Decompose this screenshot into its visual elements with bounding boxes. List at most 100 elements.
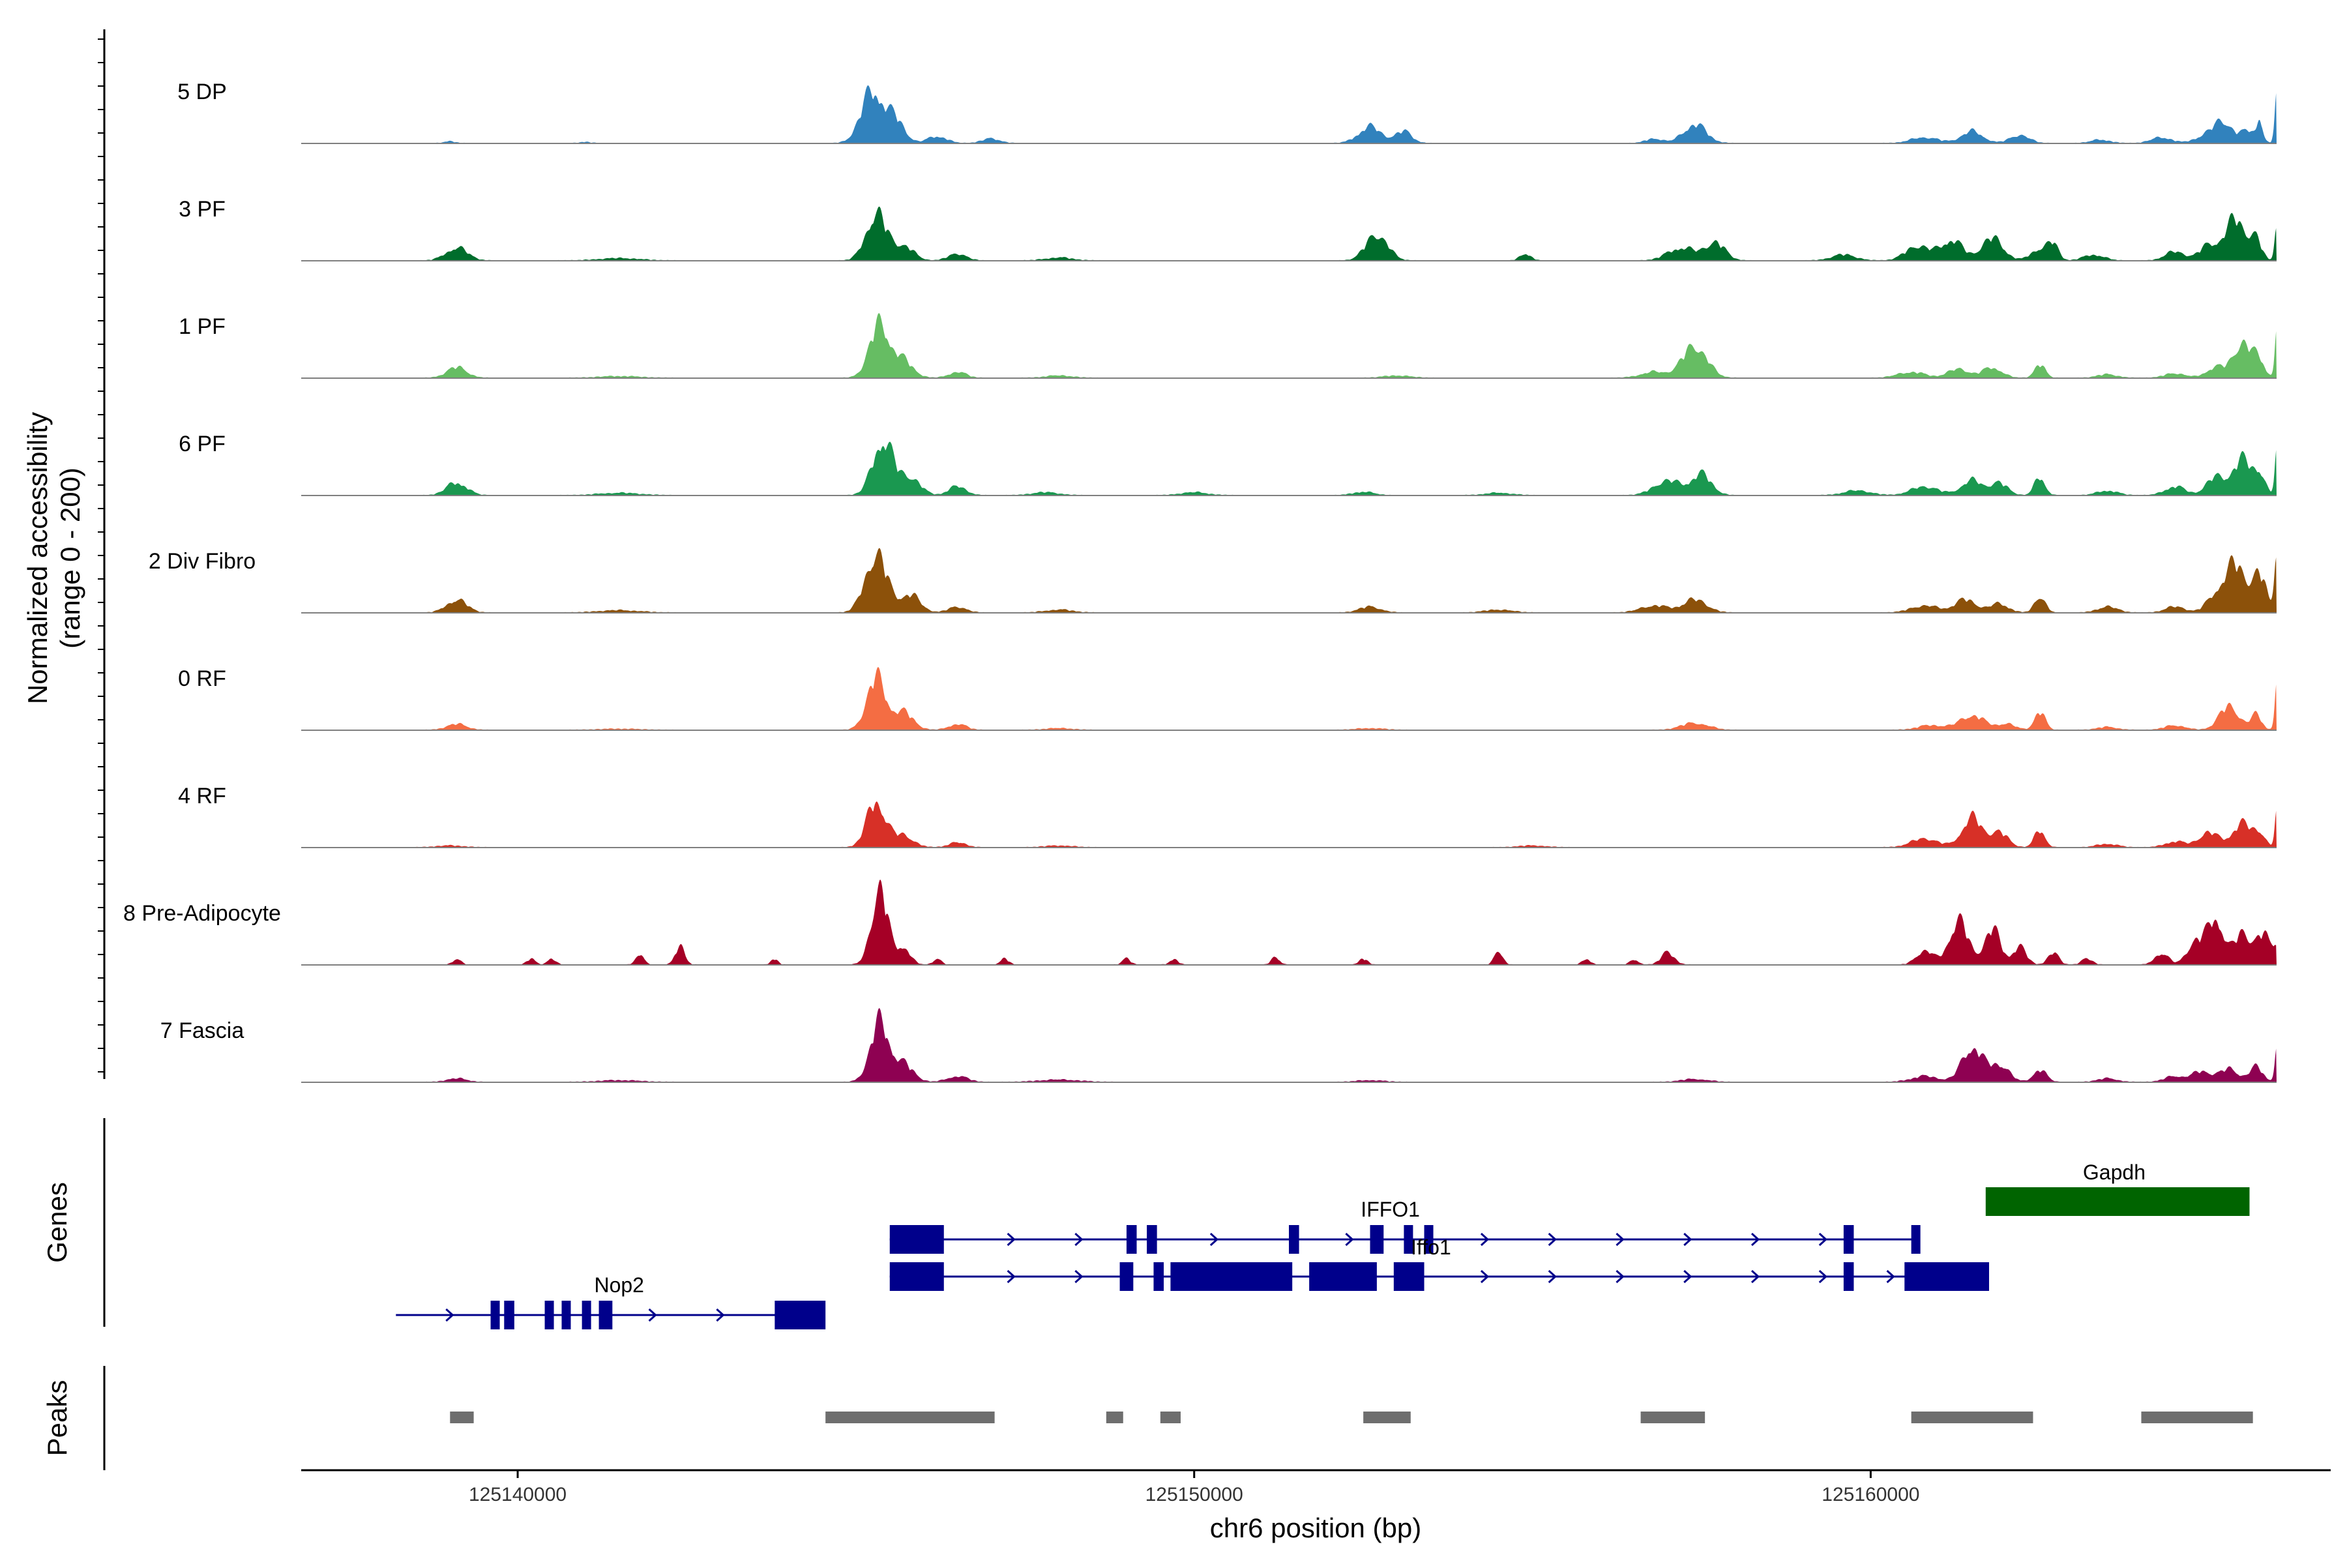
gene-exon: [1843, 1225, 1854, 1254]
strand-arrow: [648, 1308, 657, 1322]
strand-arrow: [1074, 1269, 1084, 1284]
strand-arrow: [1886, 1269, 1895, 1284]
strand-arrow: [1345, 1232, 1354, 1247]
track-label: 2 Div Fibro: [149, 549, 256, 574]
gene-exon: [1147, 1225, 1157, 1254]
track-label: 5 DP: [177, 80, 227, 104]
gene-nop2: Nop2: [396, 1273, 826, 1329]
gene-exon: [1309, 1262, 1377, 1291]
gene-exon: [504, 1301, 514, 1329]
strand-arrow: [1616, 1232, 1625, 1247]
gene-iffo1: IFFO1: [889, 1198, 1921, 1254]
strand-arrow: [1480, 1269, 1490, 1284]
gene-exon: [490, 1301, 500, 1329]
strand-arrow: [1818, 1269, 1827, 1284]
gene-iffo1: Iffo1: [889, 1235, 1989, 1291]
x-axis-ticks: 125140000 125150000 125160000: [469, 1470, 1919, 1505]
strand-arrow: [1480, 1232, 1490, 1247]
gene-exon: [775, 1301, 826, 1329]
track-label: 1 PF: [179, 314, 226, 339]
gene-exon: [889, 1225, 944, 1254]
track-6-pf: 6 PF: [179, 432, 2277, 496]
gene-exon: [1904, 1262, 1989, 1291]
strand-arrow: [1007, 1269, 1016, 1284]
coverage-area: [396, 667, 2277, 730]
track-1-pf: 1 PF: [179, 313, 2277, 379]
gene-label: Iffo1: [1411, 1235, 1451, 1259]
coverage-area: [396, 313, 2277, 378]
peak-regions-track: [450, 1412, 2253, 1423]
peak-region: [1160, 1412, 1181, 1423]
gene-exon: [1126, 1225, 1137, 1254]
strand-arrow: [716, 1308, 725, 1322]
gene-label: Gapdh: [2083, 1161, 2146, 1184]
y-axis-ticks: [98, 38, 104, 1072]
x-tick-label: 125140000: [469, 1484, 567, 1505]
peak-region: [1106, 1412, 1123, 1423]
coverage-area: [396, 548, 2277, 613]
peak-region: [1911, 1412, 2033, 1423]
coverage-area: [396, 85, 2277, 143]
strand-arrow: [1616, 1269, 1625, 1284]
strand-arrow: [1818, 1232, 1827, 1247]
track-label: 7 Fascia: [160, 1018, 244, 1043]
gene-exon: [1424, 1225, 1434, 1254]
gene-body: [1985, 1187, 2250, 1216]
track-4-rf: 4 RF: [178, 784, 2277, 848]
peak-region: [2141, 1412, 2253, 1423]
gene-exon: [582, 1301, 591, 1329]
strand-arrow: [1548, 1232, 1557, 1247]
gene-exon: [1393, 1262, 1424, 1291]
track-8-pre-adipocyte: 8 Pre-Adipocyte: [123, 880, 2277, 966]
coverage-area: [396, 441, 2277, 496]
y-axis-title-line1: Normalized accessibility: [22, 412, 53, 704]
strand-arrow: [445, 1308, 454, 1322]
x-tick-label: 125160000: [1822, 1484, 1919, 1505]
y-axis-title: Normalized accessibility (range 0 - 200): [22, 412, 85, 704]
gene-label: IFFO1: [1361, 1198, 1420, 1221]
gene-exon: [1170, 1262, 1293, 1291]
coverage-tracks: 5 DP 3 PF 1 PF 6 PF 2 Div Fibro 0 RF 4 RF 8 Pre…: [123, 80, 2277, 1083]
strand-arrow: [1683, 1269, 1692, 1284]
track-label: 4 RF: [178, 784, 226, 808]
gene-exon: [561, 1301, 571, 1329]
gene-label: Nop2: [594, 1273, 644, 1297]
track-label: 3 PF: [179, 197, 226, 222]
x-tick-label: 125150000: [1145, 1484, 1243, 1505]
track-5-dp: 5 DP: [177, 80, 2277, 144]
strand-arrow: [1750, 1232, 1760, 1247]
peak-region: [450, 1412, 474, 1423]
coverage-area: [396, 206, 2277, 261]
peak-region: [1363, 1412, 1411, 1423]
coverage-area: [396, 1008, 2277, 1082]
track-3-pf: 3 PF: [179, 197, 2277, 261]
strand-arrow: [1007, 1232, 1016, 1247]
gene-exon: [1843, 1262, 1854, 1291]
y-axis-title-line2: (range 0 - 200): [55, 467, 85, 649]
genes-panel-label: Genes: [42, 1182, 72, 1263]
strand-arrow: [1750, 1269, 1760, 1284]
track-label: 0 RF: [178, 666, 226, 691]
peak-region: [1640, 1412, 1705, 1423]
strand-arrow: [1209, 1232, 1219, 1247]
peaks-panel-label: Peaks: [42, 1380, 72, 1457]
gene-exon: [544, 1301, 554, 1329]
track-2-div-fibro: 2 Div Fibro: [149, 548, 2277, 614]
gene-exon: [1370, 1225, 1384, 1254]
coverage-area: [396, 801, 2277, 848]
coverage-area: [396, 880, 2277, 965]
gene-exon: [889, 1262, 944, 1291]
gene-exon: [1911, 1225, 1921, 1254]
strand-arrow: [1074, 1232, 1084, 1247]
strand-arrow: [1548, 1269, 1557, 1284]
gene-exon: [1119, 1262, 1134, 1291]
track-0-rf: 0 RF: [178, 666, 2277, 731]
gene-exon: [1404, 1225, 1413, 1254]
gene-gapdh: Gapdh: [1985, 1161, 2250, 1216]
track-label: 6 PF: [179, 432, 226, 456]
gene-exon: [1153, 1262, 1164, 1291]
x-axis-title: chr6 position (bp): [1210, 1513, 1422, 1543]
peak-region: [825, 1412, 995, 1423]
